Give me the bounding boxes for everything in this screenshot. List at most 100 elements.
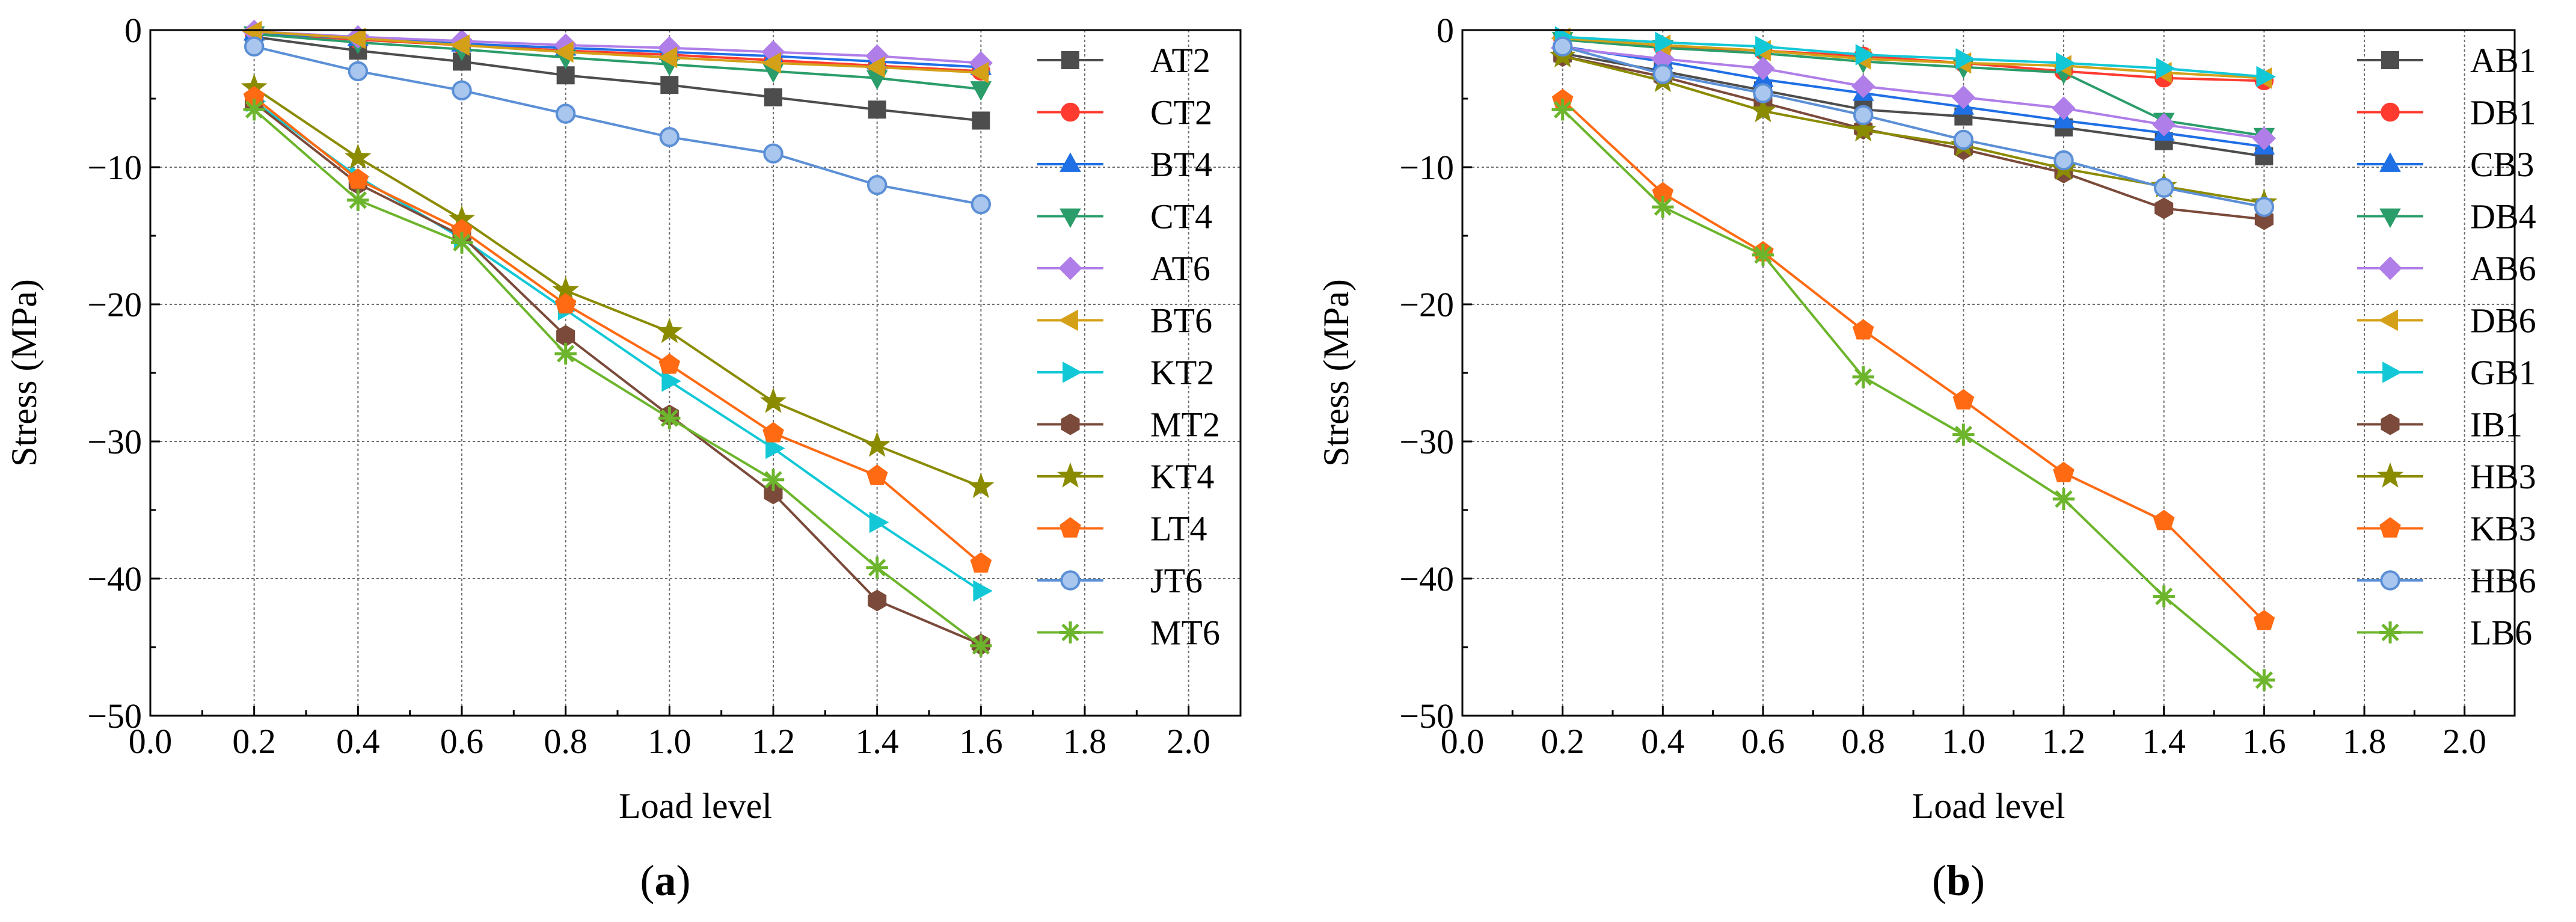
legend-marker <box>2380 570 2400 591</box>
x-tick-label: 1.2 <box>752 722 796 761</box>
data-point-GB1-4 <box>1955 48 1975 70</box>
data-point-KB3-3 <box>1852 319 1874 340</box>
y-tick-label: −40 <box>87 559 142 598</box>
x-tick-label: 1.6 <box>2242 722 2286 761</box>
legend-entry-AT6: AT6 <box>1037 249 1210 288</box>
data-point-JT6-2 <box>452 80 472 101</box>
legend-label: AB1 <box>2470 41 2536 80</box>
legend-label: DB4 <box>2470 197 2536 236</box>
legend-label: AB6 <box>2470 249 2536 288</box>
legend-marker <box>2376 462 2404 488</box>
x-tick-label: 0.4 <box>336 722 380 761</box>
axes: 0.0 0.2 0.4 0.6 0.8 1.0 1.2 1.4 1.6 1.8 2.0 0 −10 −20… <box>1399 11 2486 761</box>
data-point-LT4-4 <box>658 353 681 374</box>
legend-marker <box>2379 621 2402 644</box>
legend-label: IB1 <box>2470 405 2522 444</box>
x-tick-label: 1.6 <box>959 722 1003 761</box>
series-line-AB6 <box>1562 46 2265 140</box>
x-tick-label: 0.6 <box>440 722 484 761</box>
data-point-HB6-2 <box>1753 83 1773 103</box>
legend-label: GB1 <box>2470 353 2536 392</box>
x-tick-label: 2.0 <box>1167 722 1210 761</box>
x-tick-label: 0.8 <box>544 722 587 761</box>
legend-entry-BT6: BT6 <box>1037 301 1212 340</box>
data-point-GB1-1 <box>1655 31 1675 54</box>
data-point-LB6-7 <box>2253 669 2275 691</box>
x-tick-label: 1.0 <box>648 722 692 761</box>
legend-entry-DB1: DB1 <box>2357 93 2536 132</box>
legend-label: KT2 <box>1150 353 1214 392</box>
y-tick-label: −50 <box>1399 696 1454 736</box>
x-tick-label: 1.4 <box>855 722 899 761</box>
legend-marker <box>2381 413 2400 435</box>
data-point-IB1-6 <box>2154 197 2174 220</box>
legend-marker <box>1058 256 1082 280</box>
y-tick-label: −30 <box>87 422 142 461</box>
legend-label: HB6 <box>2470 561 2536 600</box>
data-point-GB1-6 <box>2156 58 2176 79</box>
data-point-MT6-3 <box>554 342 577 365</box>
series-LB6 <box>1551 99 2275 691</box>
x-tick-label: 1.8 <box>2343 722 2387 761</box>
y-tick-label: −10 <box>87 148 142 187</box>
series-KB3 <box>1551 88 2275 630</box>
legend-label: KT4 <box>1150 457 1214 496</box>
data-point-KB3-6 <box>2153 509 2175 530</box>
legend-label: AT2 <box>1150 41 1210 80</box>
data-point-HB6-3 <box>1853 105 1874 126</box>
data-point-AB6-6 <box>2152 112 2176 137</box>
series-line-IB1 <box>1562 55 2265 221</box>
series-line-JT6 <box>254 45 981 206</box>
data-point-LT4-7 <box>970 552 992 573</box>
x-tick-label: 1.2 <box>2042 722 2086 761</box>
series-line-MT2 <box>253 102 982 646</box>
data-point-CT4-7 <box>970 81 992 101</box>
data-point-LB6-5 <box>2052 488 2075 510</box>
legend-entry-DB6: DB6 <box>2357 301 2536 340</box>
panel-caption: (b) <box>1932 856 1985 905</box>
legend-marker <box>2379 517 2401 538</box>
legend-marker <box>1058 309 1078 331</box>
legend-marker <box>2379 152 2401 172</box>
data-point-AB6-3 <box>1851 74 1875 99</box>
data-point-LB6-3 <box>1852 366 1874 388</box>
series-line-LB6 <box>1562 108 2265 681</box>
data-point-KT4-6 <box>863 431 891 457</box>
legend-marker <box>1061 102 1080 122</box>
legend-entry-HB3: HB3 <box>2357 457 2536 496</box>
legend-label: DB1 <box>2470 93 2536 132</box>
x-tick-label: 1.8 <box>1063 722 1107 761</box>
legend-marker <box>1060 208 1081 229</box>
legend-marker <box>1063 361 1082 383</box>
data-point-AT2-6 <box>868 100 886 119</box>
legend-label: MT2 <box>1150 405 1220 444</box>
data-point-JT6-0 <box>244 36 265 57</box>
data-point-AT2-7 <box>972 111 990 130</box>
x-axis-label: Load level <box>619 786 772 826</box>
legend-entry-DB4: DB4 <box>2357 197 2536 236</box>
legend-entry-LT4: LT4 <box>1037 509 1207 549</box>
series-MT6 <box>243 99 992 657</box>
y-tick-label: −10 <box>1399 148 1454 187</box>
x-axis-label: Load level <box>1912 786 2065 826</box>
data-point-KT4-1 <box>345 143 372 169</box>
data-point-HB6-0 <box>1552 36 1573 57</box>
legend-entry-CT4: CT4 <box>1037 197 1212 236</box>
series-line-MT6 <box>253 108 982 647</box>
series-line-LT4 <box>253 96 982 565</box>
series-line-DB6 <box>1562 37 2265 79</box>
x-tick-label: 0.2 <box>232 722 276 761</box>
x-tick-label: 0.0 <box>1441 722 1485 761</box>
legend-label: DB6 <box>2470 301 2536 340</box>
data-point-MT6-4 <box>658 407 681 429</box>
data-point-HB6-1 <box>1652 64 1673 84</box>
data-point-HB3-2 <box>1749 97 1777 123</box>
y-tick-label: 0 <box>1437 11 1454 50</box>
panel-caption: (a) <box>640 856 691 905</box>
data-point-BT6-4 <box>657 46 678 69</box>
legend-entry-GB1: GB1 <box>2357 353 2536 392</box>
y-axis-label: Stress (MPa) <box>1316 279 1356 467</box>
data-point-HB6-5 <box>2053 150 2074 171</box>
data-point-LB6-2 <box>1752 244 1774 266</box>
data-point-MT6-7 <box>970 635 992 657</box>
